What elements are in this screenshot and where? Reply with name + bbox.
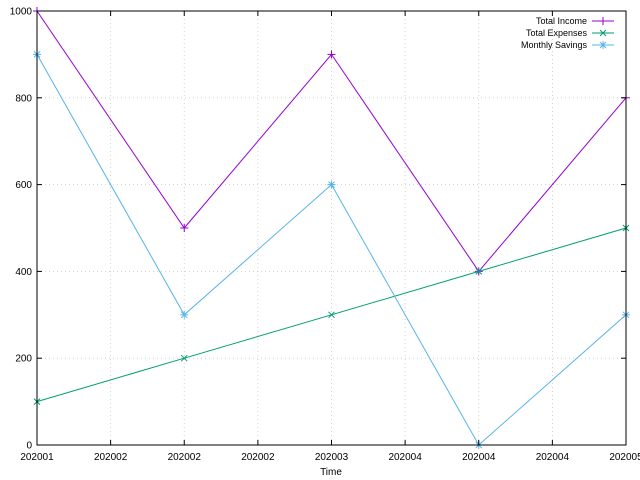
x-tick-label: 202004: [388, 452, 422, 463]
data-point: [328, 311, 335, 319]
data-point: [475, 268, 483, 275]
x-tick-label: 202005: [609, 452, 640, 463]
data-point: [327, 180, 336, 189]
data-point: [327, 50, 336, 59]
x-tick-label: 202002: [241, 452, 275, 463]
legend-label: Monthly Savings: [521, 40, 588, 50]
legend-label: Total Income: [536, 16, 587, 26]
y-tick-label: 200: [15, 354, 32, 365]
legend: Total Income Total Expenses Monthly Saving…: [521, 16, 614, 50]
data-point: [180, 224, 189, 232]
marker-stroke: [180, 311, 188, 319]
data-point: [599, 41, 607, 49]
x-tick-label: 202002: [94, 452, 128, 463]
y-tick-label: 400: [15, 267, 32, 278]
legend-label: Total Expenses: [526, 28, 588, 38]
marker-stroke: [599, 41, 607, 49]
marker-stroke: [475, 268, 483, 275]
x-tick-label: 202003: [315, 452, 349, 463]
series-line: [36, 54, 627, 446]
data-point: [599, 17, 607, 25]
x-tick-labels: 202001 202002 202002 202002 202003 202004 2020…: [20, 452, 640, 463]
y-tick-label: 0: [26, 441, 32, 452]
data-point: [180, 354, 188, 362]
series-line: [36, 10, 627, 273]
x-tick-label: 202004: [462, 452, 496, 463]
y-tick-label: 800: [15, 93, 32, 104]
marker-stroke: [328, 311, 335, 319]
ticks-layer: [36, 10, 627, 446]
marker-stroke: [180, 354, 188, 362]
y-tick-label: 1000: [10, 7, 33, 18]
y-tick-label: 600: [15, 180, 32, 191]
x-tick-label: 202001: [20, 452, 54, 463]
x-axis-label: Time: [320, 467, 342, 478]
grid: [37, 11, 626, 445]
data-point: [180, 310, 189, 319]
marker-stroke: [599, 29, 607, 37]
marker-stroke: [328, 181, 335, 188]
data-point: [599, 29, 607, 37]
x-tick-label: 202002: [168, 452, 202, 463]
x-tick-label: 202004: [536, 452, 570, 463]
series-layer: [33, 7, 630, 449]
y-tick-labels: 0 200 400 600 800 1000: [10, 7, 33, 452]
